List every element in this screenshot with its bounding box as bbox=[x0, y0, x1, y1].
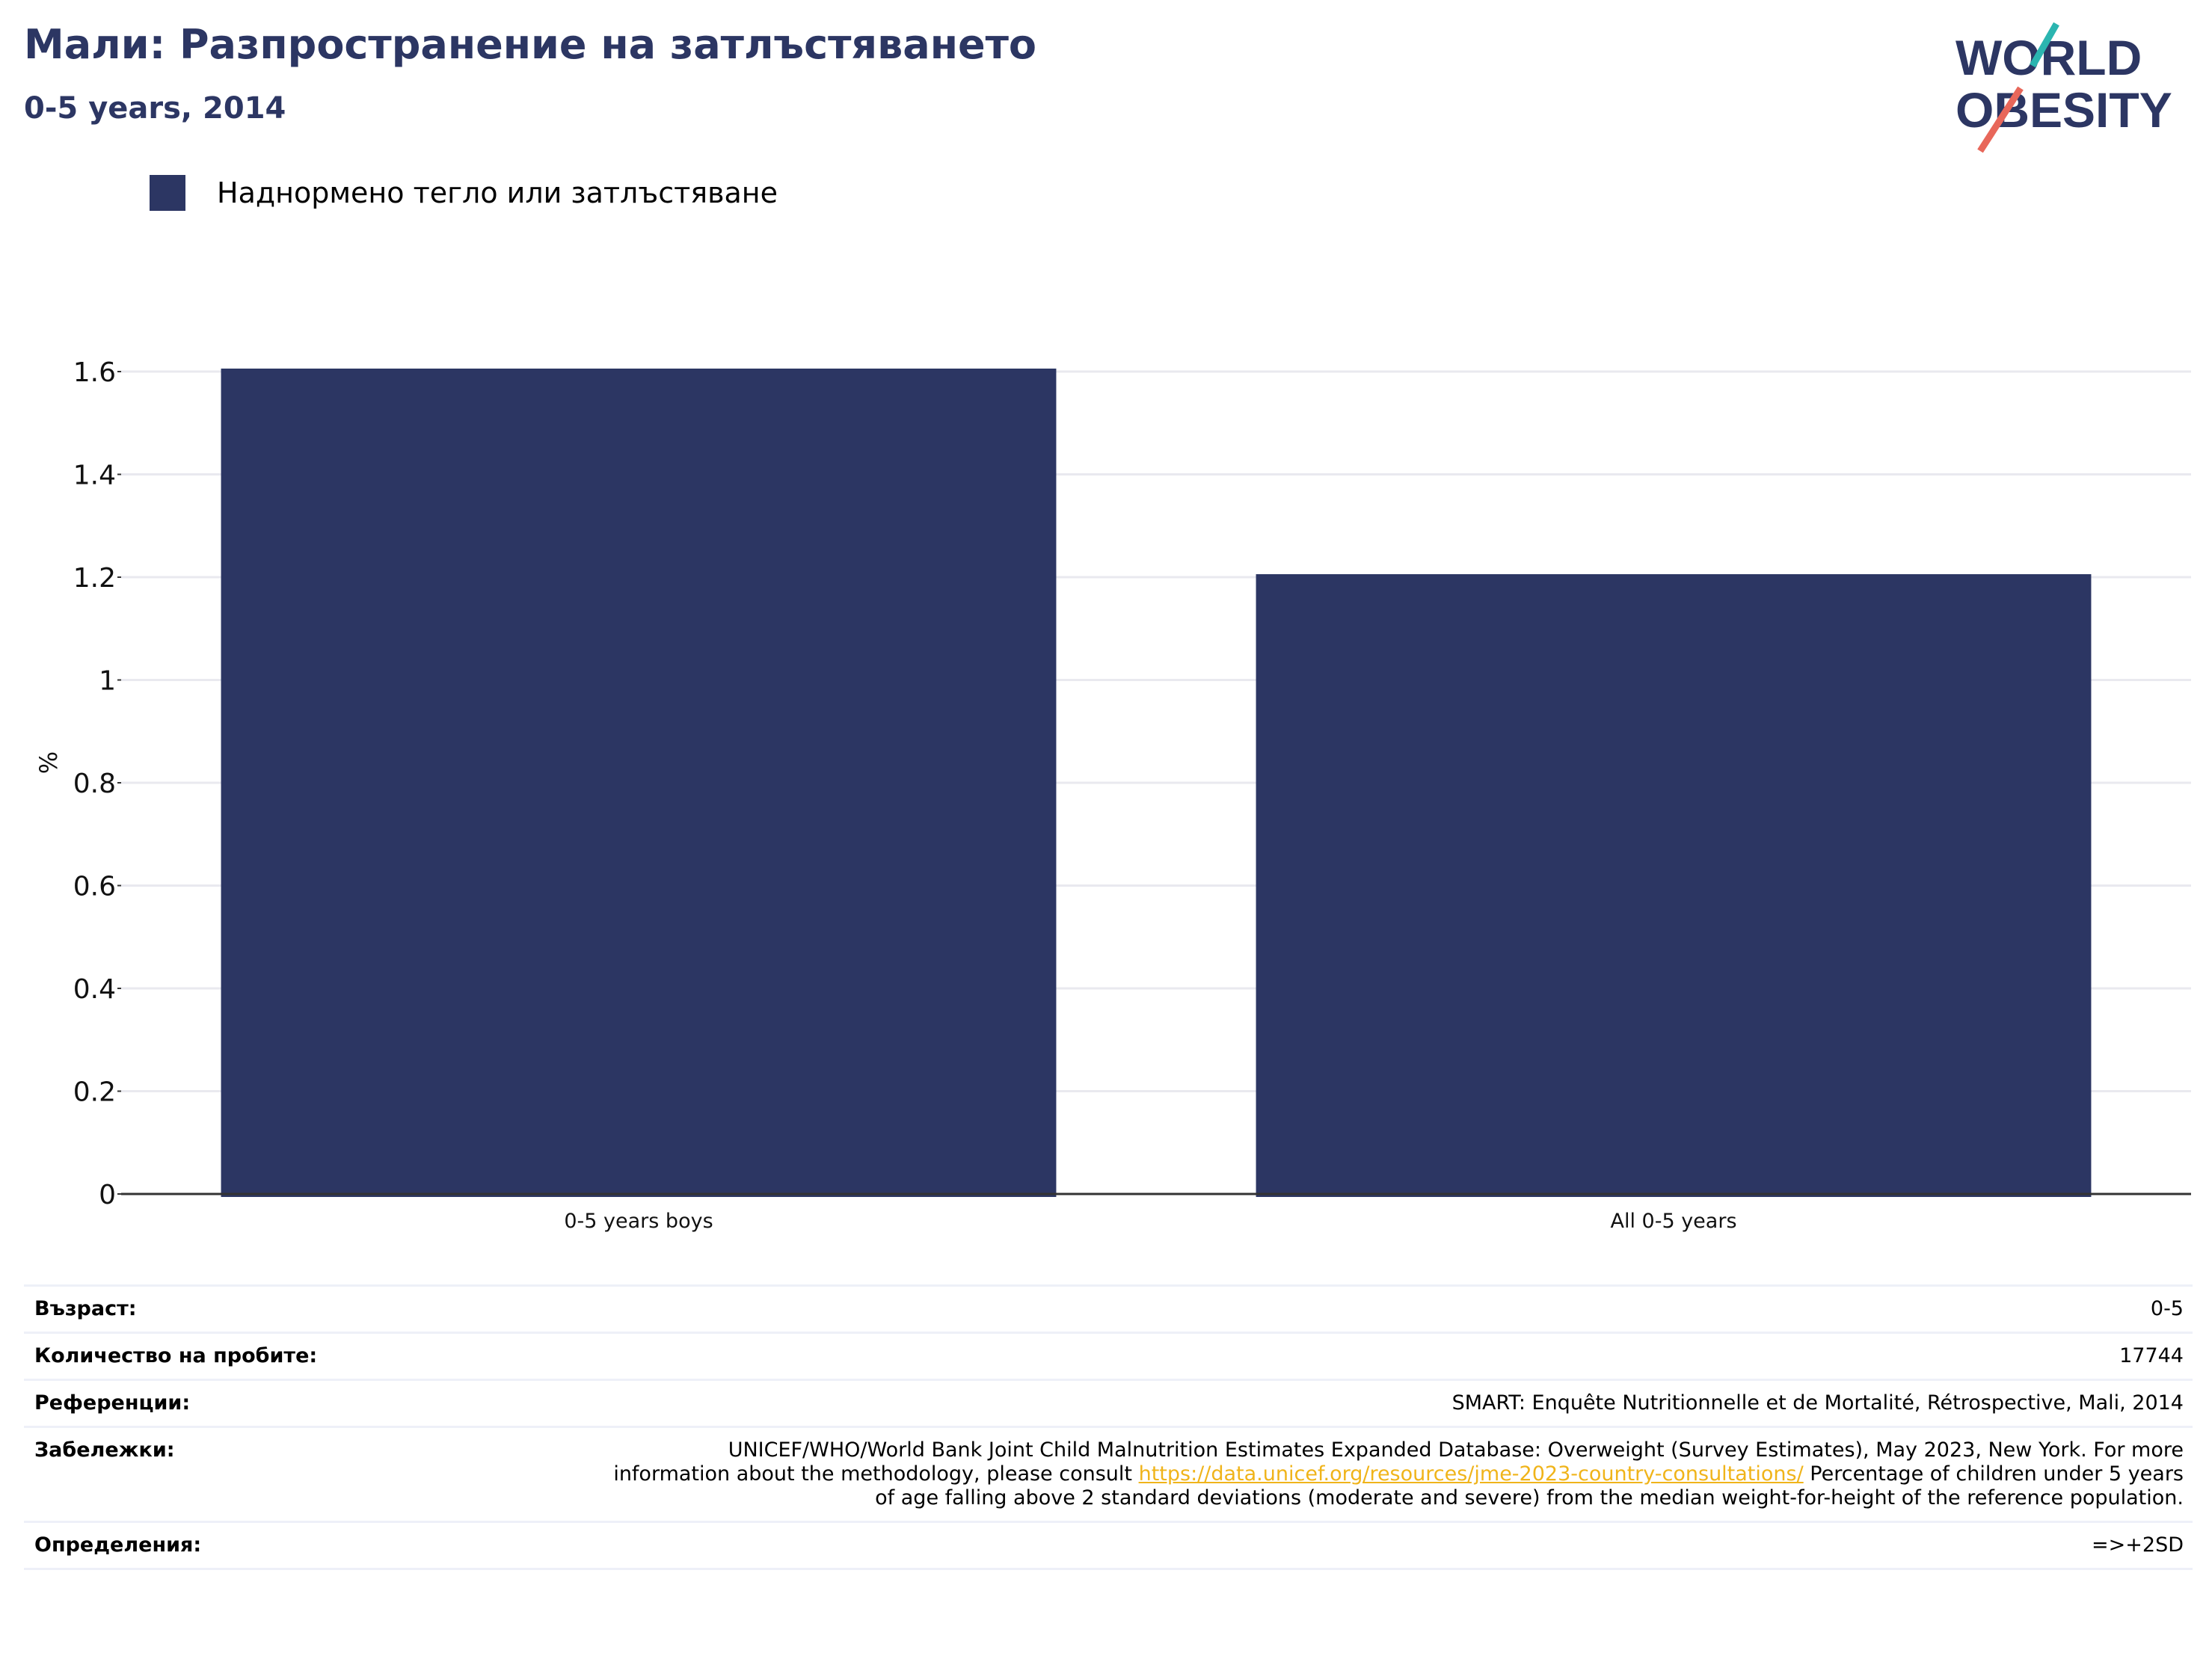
definitions-label: Определения: bbox=[34, 1533, 202, 1557]
y-tick-label: 0.4 bbox=[73, 974, 116, 1005]
info-row-references: Референции: SMART: Enquête Nutritionnell… bbox=[24, 1379, 2193, 1426]
world-obesity-logo: WORLD OBESITY bbox=[1956, 22, 2172, 153]
age-label: Възраст: bbox=[34, 1297, 137, 1320]
age-value: 0-5 bbox=[2150, 1297, 2184, 1320]
legend-label: Наднормено тегло или затлъстяване bbox=[217, 176, 778, 209]
y-tick-label: 1.6 bbox=[73, 357, 116, 388]
notes-label: Забележки: bbox=[34, 1438, 175, 1462]
notes-text-2: Percentage of children under 5 years of … bbox=[875, 1462, 2184, 1509]
y-tick-label: 0.8 bbox=[73, 769, 116, 799]
y-tick-label: 0.6 bbox=[73, 872, 116, 902]
x-category-label: 0-5 years boys bbox=[564, 1210, 713, 1233]
y-tick-label: 1.4 bbox=[73, 461, 116, 491]
bar-chart: 0 0.2 0.4 0.6 0.8 1 1.2 1.4 1.6 0-5 years boys All… bbox=[34, 357, 2191, 1233]
references-value: SMART: Enquête Nutritionnelle et de Mort… bbox=[1451, 1391, 2184, 1415]
info-row-definitions: Определения: =>+2SD bbox=[24, 1521, 2193, 1570]
legend: Наднормено тегло или затлъстяване bbox=[150, 173, 778, 212]
legend-swatch bbox=[150, 175, 185, 211]
bar bbox=[1256, 574, 2092, 1197]
notes-text-1: UNICEF/WHO/World Bank Joint Child Malnut… bbox=[613, 1438, 2184, 1486]
y-tick-label: 0 bbox=[99, 1180, 116, 1210]
bar bbox=[221, 369, 1057, 1197]
notes-value: UNICEF/WHO/World Bank Joint Child Malnut… bbox=[613, 1438, 2184, 1510]
x-category-label: All 0-5 years bbox=[1610, 1210, 1736, 1233]
definitions-value: =>+2SD bbox=[2092, 1533, 2184, 1557]
sample-label: Количество на пробите: bbox=[34, 1344, 318, 1367]
info-row-sample: Количество на пробите: 17744 bbox=[24, 1332, 2193, 1379]
y-axis-label: % bbox=[34, 751, 63, 774]
y-tick-label: 1.2 bbox=[73, 563, 116, 594]
notes-link[interactable]: https://data.unicef.org/resources/jme-20… bbox=[1138, 1462, 1804, 1486]
logo-slash-bottom bbox=[1977, 86, 2024, 153]
page-subtitle: 0-5 years, 2014 bbox=[24, 91, 286, 126]
references-label: Референции: bbox=[34, 1391, 191, 1415]
y-tick-label: 1 bbox=[99, 666, 116, 697]
info-table: Възраст: 0-5 Количество на пробите: 1774… bbox=[24, 1284, 2193, 1570]
info-row-notes: Забележки: UNICEF/WHO/World Bank Joint C… bbox=[24, 1426, 2193, 1521]
y-tick-label: 0.2 bbox=[73, 1077, 116, 1108]
page-title: Мали: Разпространение на затлъстяването bbox=[24, 21, 1037, 68]
logo-slash-top bbox=[2030, 22, 2059, 68]
sample-value: 17744 bbox=[2119, 1344, 2184, 1367]
info-row-age: Възраст: 0-5 bbox=[24, 1284, 2193, 1332]
